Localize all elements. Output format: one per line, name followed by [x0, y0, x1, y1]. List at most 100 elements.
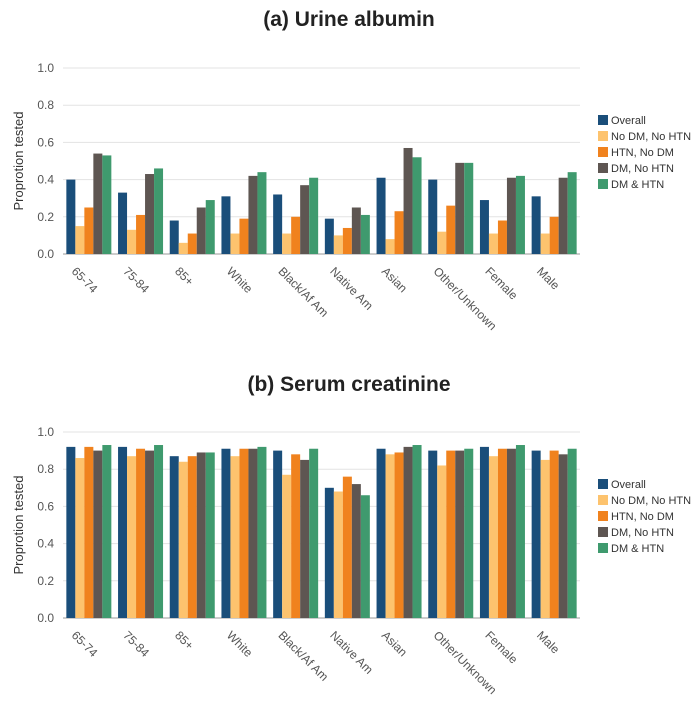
bar	[239, 218, 249, 254]
bar	[248, 175, 258, 254]
bar	[154, 168, 164, 254]
chart-panel-2: (b) Serum creatinine 0.0 0.2 0.4 0.6 0.8 1.0 Pr…	[11, 373, 691, 697]
bar	[205, 452, 215, 618]
legend-swatch	[598, 163, 608, 173]
bar	[273, 194, 283, 254]
bar	[558, 454, 568, 618]
legend-label: Overall	[611, 115, 646, 127]
x-tick-label: Female	[482, 628, 520, 666]
x-tick-label: 65-74	[69, 628, 101, 660]
bar	[360, 214, 370, 254]
chart-panel-1: (a) Urine albumin 0.0 0.2 0.4 0.6 0.8 1.0 Propr…	[11, 8, 691, 333]
bar	[248, 448, 258, 618]
bar	[558, 177, 568, 254]
bar	[145, 450, 155, 618]
bar	[66, 446, 76, 618]
bar	[75, 226, 85, 254]
bar	[300, 459, 310, 618]
bar	[360, 495, 370, 618]
bar	[446, 450, 456, 618]
bar	[394, 211, 404, 254]
x-tick-label: Black/Af Am	[276, 628, 332, 684]
bar	[488, 233, 498, 254]
bar	[567, 172, 577, 254]
y-tick-label: 1.0	[37, 61, 54, 75]
y-tick-label: 0.0	[37, 247, 54, 261]
bar	[515, 175, 525, 254]
legend-label: HTN, No DM	[611, 147, 674, 159]
bar	[102, 155, 112, 254]
y-tick-label: 0.0	[37, 611, 54, 625]
bar	[531, 196, 541, 254]
x-tick-label: Female	[482, 264, 520, 302]
bar	[412, 157, 422, 254]
bar	[385, 454, 395, 618]
bar	[136, 214, 146, 254]
bar	[178, 461, 188, 618]
bar	[497, 448, 507, 618]
y-tick-label: 0.8	[37, 462, 54, 476]
bar	[300, 185, 310, 254]
bar	[127, 456, 137, 618]
bar	[437, 231, 447, 254]
legend-label: DM, No HTN	[611, 527, 674, 539]
bar	[479, 446, 489, 618]
bar	[497, 220, 507, 254]
bar	[567, 448, 577, 618]
bar	[257, 172, 267, 254]
y-tick-label: 0.6	[37, 135, 54, 149]
bar	[455, 450, 465, 618]
x-tick-label: 85+	[172, 264, 196, 288]
bar	[506, 177, 516, 254]
bar	[342, 476, 352, 618]
legend-label: DM & HTN	[611, 179, 664, 191]
legend-swatch	[598, 511, 608, 521]
bar	[169, 456, 179, 618]
legend-label: DM, No HTN	[611, 163, 674, 175]
bar	[196, 207, 206, 254]
x-tick-label: Male	[534, 628, 563, 657]
y-tick-label: 0.4	[37, 173, 54, 187]
bar	[230, 456, 240, 618]
bar	[351, 207, 361, 254]
bar	[531, 450, 541, 618]
bar	[84, 446, 94, 618]
bar	[205, 200, 215, 254]
x-tick-label: White	[224, 628, 256, 660]
bar	[187, 456, 197, 618]
bar	[455, 162, 465, 254]
y-axis-label: Proprotion tested	[11, 111, 26, 210]
bar	[488, 456, 498, 618]
y-tick-label: 0.8	[37, 98, 54, 112]
x-tick-label: 65-74	[69, 264, 101, 296]
bar	[403, 446, 413, 618]
bar	[118, 446, 128, 618]
bar	[428, 179, 438, 254]
legend-swatch	[598, 131, 608, 141]
y-axis-label: Proprotion tested	[11, 475, 26, 574]
bar	[169, 220, 179, 254]
bar	[464, 162, 474, 254]
bar	[385, 239, 395, 254]
bar	[446, 205, 456, 254]
bar	[333, 491, 343, 618]
y-tick-label: 0.2	[37, 574, 54, 588]
x-tick-label: 75-84	[120, 264, 152, 296]
bar	[84, 207, 94, 254]
bar	[324, 218, 334, 254]
bar	[230, 233, 240, 254]
y-tick-label: 0.6	[37, 499, 54, 513]
bar	[239, 448, 249, 618]
bar	[75, 458, 85, 618]
bar	[145, 174, 155, 254]
bar	[136, 448, 146, 618]
bar	[93, 450, 103, 618]
x-tick-label: 75-84	[120, 628, 152, 660]
bar	[394, 452, 404, 618]
y-tick-label: 0.2	[37, 210, 54, 224]
bar	[282, 233, 292, 254]
legend-label: No DM, No HTN	[611, 131, 691, 143]
legend-swatch	[598, 115, 608, 125]
bar	[515, 445, 525, 618]
